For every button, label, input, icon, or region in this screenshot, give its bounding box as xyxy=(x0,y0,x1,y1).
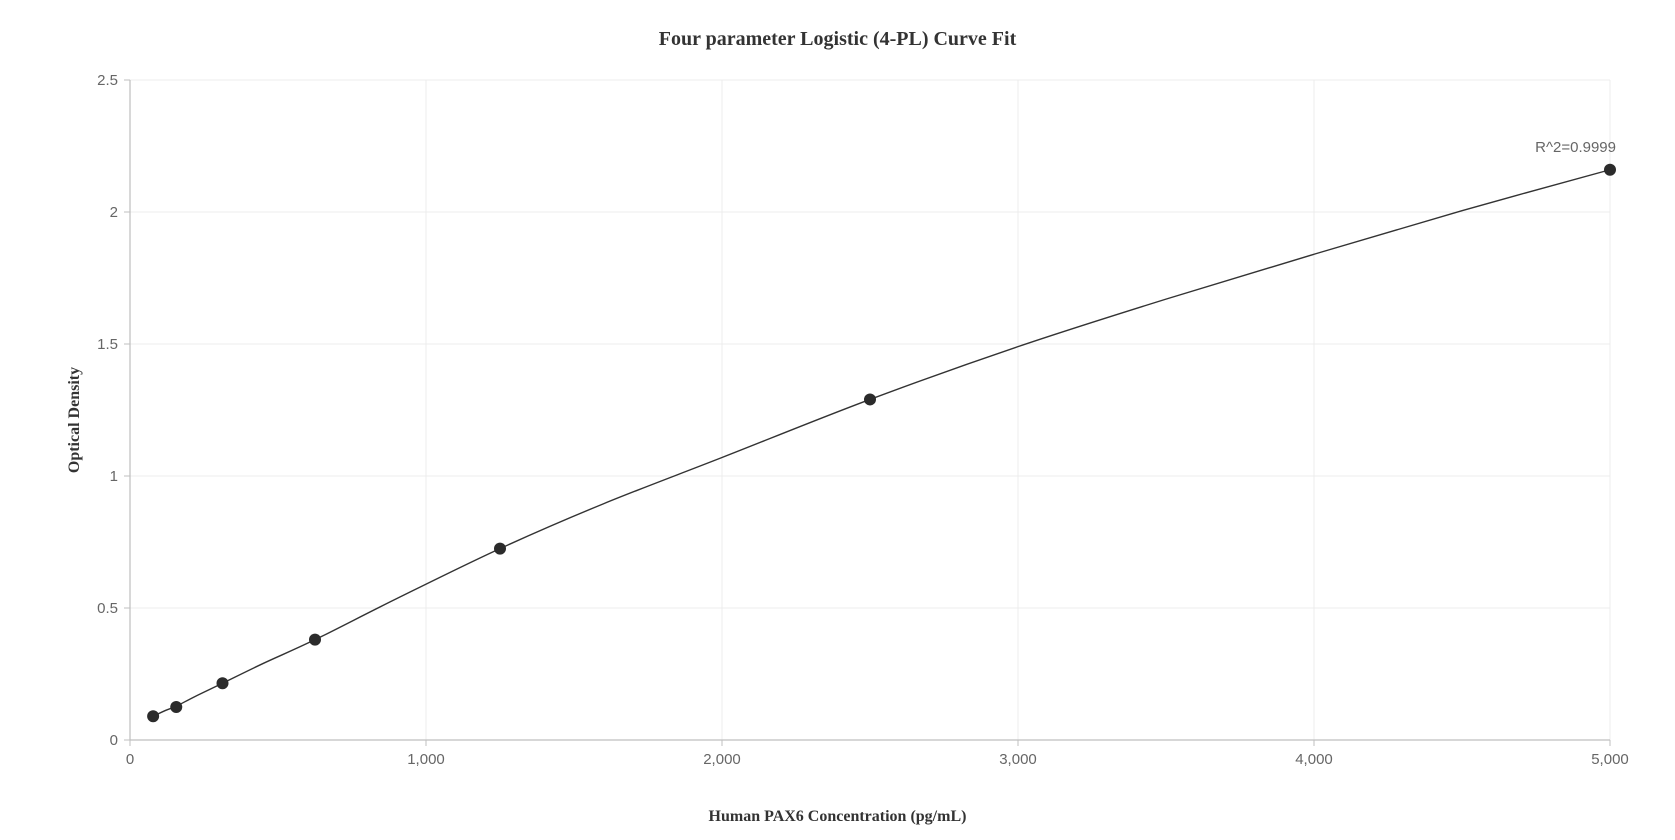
chart-plot-area: 0 1,000 2,000 3,000 4,000 5,000 0 0.5 1 1.5 2 2.5 R^… xyxy=(0,0,1675,840)
y-tick-label: 2 xyxy=(110,204,118,221)
x-tick-label: 1,000 xyxy=(407,751,445,768)
x-tick-label: 4,000 xyxy=(1295,751,1333,768)
data-point-marker xyxy=(1604,164,1616,176)
y-tick-label: 0 xyxy=(110,732,118,749)
data-point-marker xyxy=(309,634,321,646)
y-tick-label: 1 xyxy=(110,468,118,485)
data-point-marker xyxy=(170,701,182,713)
data-point-marker xyxy=(147,710,159,722)
x-tick-label: 3,000 xyxy=(999,751,1037,768)
x-tick-label: 5,000 xyxy=(1591,751,1629,768)
chart-container: Four parameter Logistic (4-PL) Curve Fit… xyxy=(0,0,1675,840)
data-point-marker xyxy=(494,543,506,555)
fit-curve xyxy=(153,170,1610,716)
data-point-marker xyxy=(864,393,876,405)
r-squared-annotation: R^2=0.9999 xyxy=(1535,139,1616,156)
data-point-marker xyxy=(217,677,229,689)
y-tick-label: 1.5 xyxy=(97,336,118,353)
y-tick-label: 2.5 xyxy=(97,72,118,89)
x-tick-label: 2,000 xyxy=(703,751,741,768)
y-tick-label: 0.5 xyxy=(97,600,118,617)
x-tick-label: 0 xyxy=(126,751,134,768)
